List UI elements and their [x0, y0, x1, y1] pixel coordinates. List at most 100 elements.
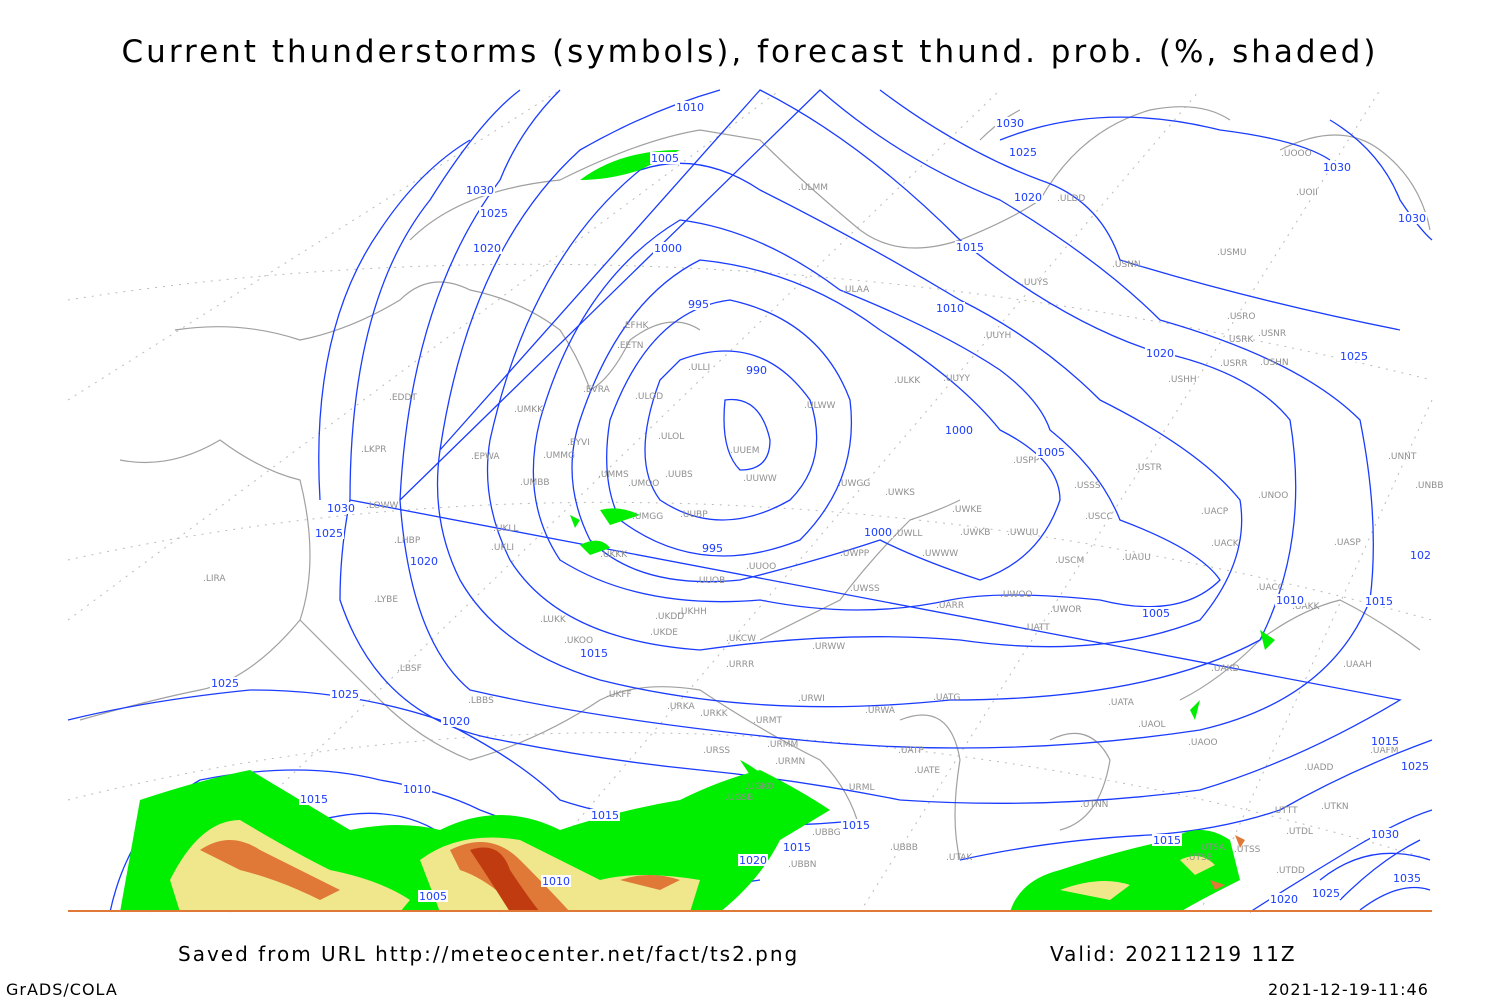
isobar-label: 995: [688, 298, 709, 311]
station-label: .URML: [846, 783, 874, 793]
station-label: .ULMM: [798, 183, 828, 193]
isobar-label: 1025: [1340, 350, 1368, 363]
station-label: .UWPP: [840, 549, 870, 559]
station-label: .LHBP: [394, 536, 421, 546]
station-label: .ULKK: [894, 376, 921, 386]
station-label: .UBBG: [812, 828, 841, 838]
station-label: .UADD: [1304, 763, 1334, 773]
station-label: .URKA: [667, 702, 695, 712]
station-label: .UBBB: [890, 843, 918, 853]
isobar-label: 1020: [410, 555, 438, 568]
map-title: Current thunderstorms (symbols), forecas…: [121, 34, 1379, 70]
station-label: .UNNT: [1388, 452, 1417, 462]
station-label: .UMOO: [628, 479, 659, 489]
source-url-text: Saved from URL http://meteocenter.net/fa…: [178, 942, 800, 966]
station-label: .URKK: [700, 709, 729, 719]
station-label: .UWKB: [960, 528, 990, 538]
station-label: .UATT: [1024, 623, 1050, 633]
station-label: .ULAA: [842, 285, 870, 295]
station-label: .UOOO: [1281, 149, 1312, 159]
station-label: .USRR: [1220, 359, 1248, 369]
isobar-label: 1020: [442, 715, 470, 728]
station-label: .URWI: [798, 694, 825, 704]
isobar-label: 1015: [1371, 735, 1399, 748]
isobar-label: 1025: [1401, 760, 1429, 773]
station-label: .UWGG: [838, 479, 870, 489]
station-label: .UMKK: [514, 405, 544, 415]
station-label: .UWKS: [885, 488, 915, 498]
isobar-label: 1000: [864, 526, 892, 539]
isobar-label: 1020: [1014, 191, 1042, 204]
station-label: .UGKO: [745, 782, 774, 792]
station-label: .URWA: [865, 706, 896, 716]
station-label: .ULDD: [1057, 194, 1085, 204]
isobar-label: 1030: [1398, 212, 1426, 225]
station-label: .USRO: [1227, 312, 1256, 322]
station-label: .USSS: [1074, 481, 1101, 491]
station-label: .UTNN: [1080, 800, 1108, 810]
station-label: .UTAK: [946, 853, 973, 863]
station-label: .UAOL: [1138, 720, 1166, 730]
station-label: .URMM: [767, 740, 798, 750]
station-label: .UKKK: [600, 550, 628, 560]
station-label: .UKOO: [564, 636, 593, 646]
isobar-label: 1030: [996, 117, 1024, 130]
station-label: .EYVI: [567, 438, 590, 448]
station-label: .UUYY: [943, 374, 971, 384]
station-label: .UATP: [898, 746, 924, 756]
station-label: .UARR: [936, 601, 964, 611]
isobar-label: 1015: [1365, 595, 1393, 608]
station-label: .ULOL: [658, 432, 684, 442]
station-label: .UUYS: [1021, 278, 1049, 288]
station-label: .EFHK: [622, 321, 649, 331]
station-label: .UMBB: [520, 478, 550, 488]
station-label: .UUOB: [696, 576, 725, 586]
station-label: .URWW: [812, 642, 845, 652]
station-label: .UWOO: [1000, 590, 1033, 600]
isobar-label: 1030: [1371, 828, 1399, 841]
station-label: .USPP: [1013, 456, 1040, 466]
isobar-label: 1025: [315, 527, 343, 540]
station-label: .UACC: [1256, 583, 1284, 593]
station-label: .UACK: [1211, 539, 1240, 549]
station-label: .USCM: [1055, 556, 1084, 566]
station-label: .EETN: [617, 341, 643, 351]
isobar-labels: 1010 1005 1030 1025 1020 1000 995 990 995 1000 100…: [210, 101, 1432, 906]
isobar-label: 995: [702, 542, 723, 555]
station-label: .EDDT: [389, 393, 417, 403]
station-label: .UMMS: [598, 470, 629, 480]
isobar-label: 1025: [1009, 146, 1037, 159]
station-label: .USMU: [1217, 248, 1247, 258]
station-label: .UKFF: [606, 690, 632, 700]
station-label: .USNN: [1112, 260, 1141, 270]
station-label: .LYBE: [374, 595, 398, 605]
isobar-label: 1005: [1142, 607, 1170, 620]
isobar-label: 1000: [654, 242, 682, 255]
isobar-label: 102: [1410, 549, 1431, 562]
station-label: .UKDE: [650, 628, 678, 638]
station-label: .LKPR: [361, 445, 386, 455]
station-label: .LUKK: [540, 615, 567, 625]
isobar-label: 1010: [1276, 594, 1304, 607]
station-label: .URRR: [726, 660, 754, 670]
station-label: .USHN: [1260, 358, 1289, 368]
isobar-label: 990: [746, 364, 767, 377]
isobar-label: 1030: [327, 502, 355, 515]
isobar-label: 1015: [591, 809, 619, 822]
station-label: .UTDL: [1286, 827, 1313, 837]
station-label: .UUEM: [730, 446, 760, 456]
station-label: .UNOO: [1258, 491, 1288, 501]
station-label: .USHH: [1168, 375, 1197, 385]
station-label: .LBSF: [397, 664, 422, 674]
station-label: .UMGG: [632, 512, 663, 522]
station-label: .EVRA: [583, 385, 611, 395]
station-label: .LOWW: [366, 501, 399, 511]
station-label: .UKHH: [678, 607, 707, 617]
valid-time-text: Valid: 20211219 11Z: [1050, 942, 1297, 966]
station-label: .UKLL: [493, 524, 518, 534]
station-label: .UTDD: [1276, 866, 1305, 876]
station-label: .UWUU: [1007, 528, 1039, 538]
station-label: .UUOO: [746, 562, 776, 572]
station-label: .UOII: [1296, 188, 1318, 198]
station-label: .UAAH: [1343, 660, 1372, 670]
